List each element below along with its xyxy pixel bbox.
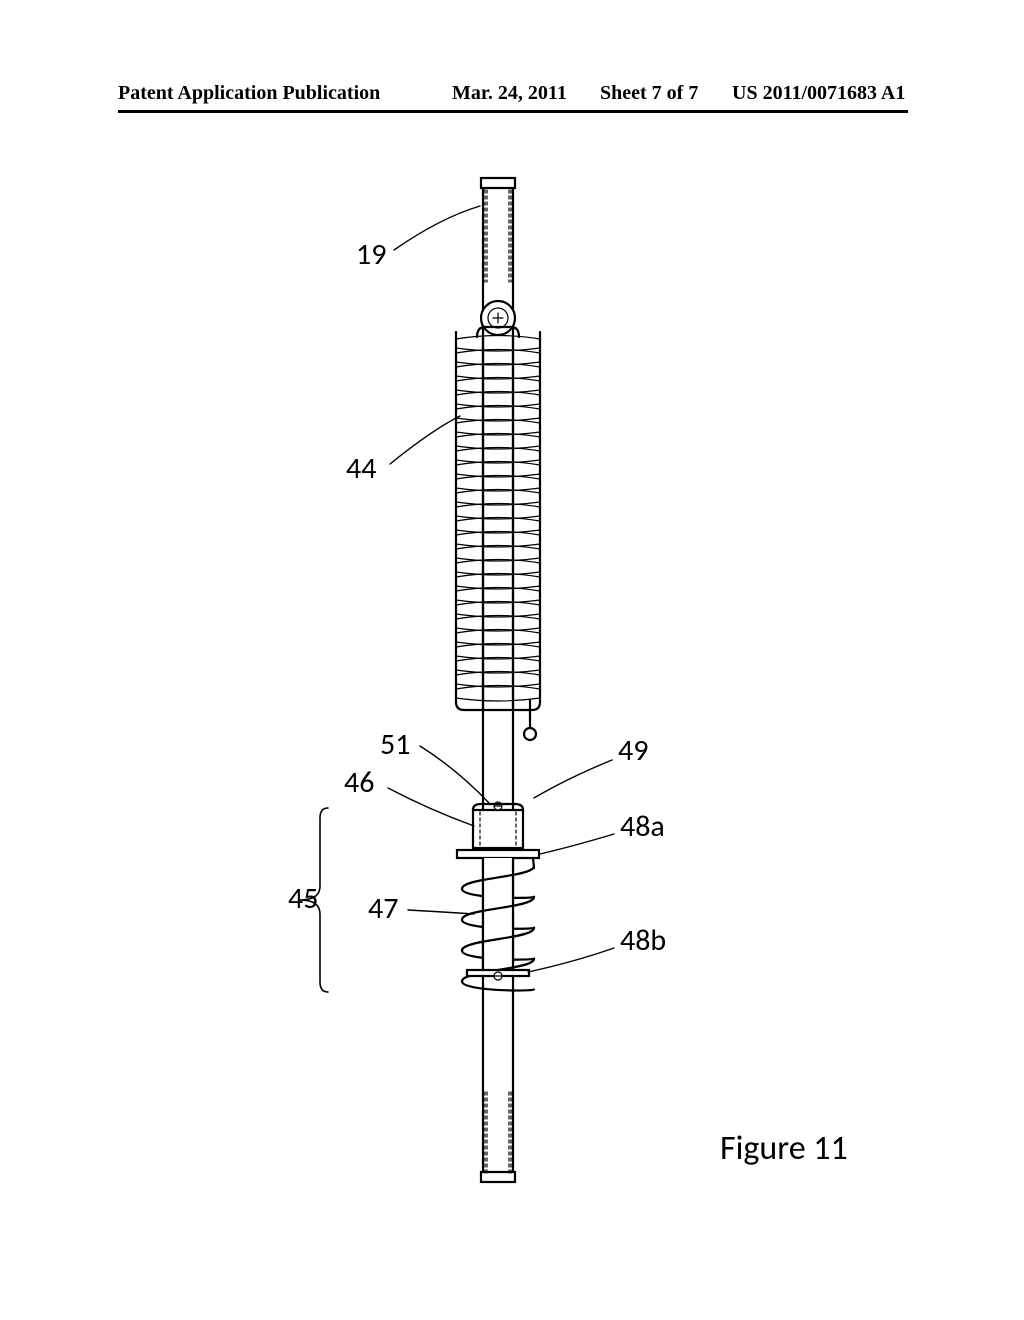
figure-11: [0, 0, 1024, 1320]
ref-48b: 48b: [620, 922, 666, 959]
ref-19: 19: [356, 236, 386, 273]
ref-51: 51: [380, 726, 410, 763]
ref-45: 45: [288, 880, 318, 917]
figure-svg: [0, 0, 1024, 1320]
ref-46: 46: [344, 764, 374, 801]
ref-48a: 48a: [620, 808, 665, 845]
ref-49: 49: [618, 732, 648, 769]
patent-page: Patent Application Publication Mar. 24, …: [0, 0, 1024, 1320]
figure-caption: Figure 11: [720, 1128, 848, 1169]
ref-47: 47: [368, 890, 398, 927]
ref-44: 44: [346, 450, 376, 487]
